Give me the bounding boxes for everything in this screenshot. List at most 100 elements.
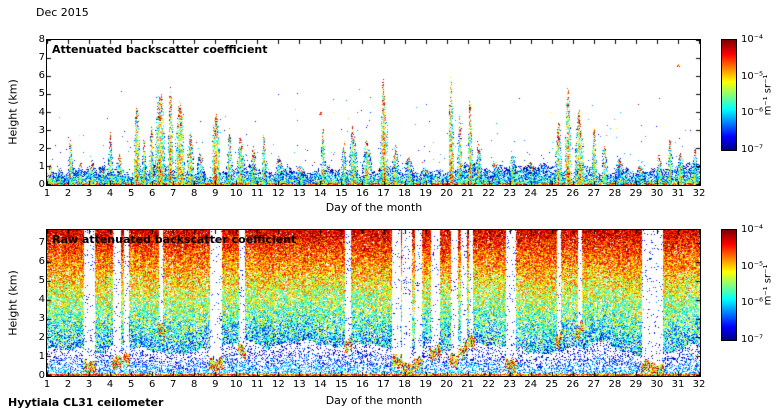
top-x-tick-label: 26: [566, 188, 580, 199]
top-colorbar: [721, 39, 737, 151]
top-x-tick-label: 17: [377, 188, 390, 199]
top-x-tick-label: 19: [419, 188, 432, 199]
top-yaxis-label: Height (km): [6, 79, 20, 145]
top-colorbar-unit-label: m⁻¹ sr⁻¹: [762, 74, 774, 116]
top-panel-title: Attenuated backscatter coefficient: [52, 43, 268, 56]
top-heatmap-canvas: [47, 40, 700, 185]
top-y-tick-label: 0: [38, 179, 45, 190]
top-y-tick-label: 7: [38, 52, 45, 64]
top-y-tick-label: 6: [38, 70, 45, 82]
top-x-tick-label: 12: [271, 188, 285, 199]
top-x-tick-label: 3: [85, 188, 93, 199]
bottom-x-tick-label: 27: [587, 379, 601, 390]
bottom-colorbar-unit-label: m⁻¹ sr⁻¹: [762, 264, 774, 306]
bottom-x-tick-label: 12: [271, 379, 285, 390]
bottom-colorbar-tick-label: 10⁻⁶: [741, 297, 764, 309]
top-x-tick-label: 24: [524, 188, 538, 199]
instrument-label: Hyytiala CL31 ceilometer: [8, 396, 164, 409]
top-x-tick-label: 1: [43, 188, 51, 199]
bottom-colorbar-tick-label: 10⁻⁴: [741, 224, 764, 235]
bottom-y-tick-label: 3: [38, 313, 45, 325]
top-x-tick-label: 7: [170, 188, 177, 199]
top-y-tick-label: 4: [38, 106, 45, 118]
bottom-x-tick-label: 26: [566, 379, 580, 390]
bottom-y-tick-label: 5: [38, 275, 45, 287]
top-x-tick-label: 5: [127, 188, 135, 199]
top-panel: Attenuated backscatter coefficient: [46, 39, 701, 186]
top-y-tick-label: 5: [38, 88, 45, 100]
top-colorbar-tick-label: 10⁻⁵: [741, 70, 764, 82]
top-y-tick-label: 2: [38, 142, 45, 154]
top-x-tick-label: 6: [148, 188, 156, 199]
bottom-x-tick-label: 3: [85, 379, 93, 390]
bottom-x-tick-label: 23: [503, 379, 517, 390]
top-x-tick-label: 11: [250, 188, 264, 199]
bottom-x-tick-label: 32: [692, 379, 706, 390]
top-x-tick-label: 4: [106, 188, 114, 199]
top-x-tick-label: 13: [293, 188, 306, 199]
bottom-x-tick-label: 1: [43, 379, 51, 390]
top-x-tick-label: 18: [398, 188, 411, 199]
top-x-tick-label: 22: [482, 188, 496, 199]
bottom-x-tick-label: 22: [482, 379, 496, 390]
bottom-y-tick-label: 7: [38, 237, 45, 249]
figure-title: Dec 2015: [36, 6, 89, 19]
bottom-x-tick-label: 4: [106, 379, 114, 390]
top-x-tick-label: 9: [212, 188, 219, 199]
top-xaxis-label: Day of the month: [325, 201, 423, 214]
bottom-x-tick-label: 28: [608, 379, 622, 390]
top-y-tick-label: 1: [38, 160, 45, 172]
top-x-tick-label: 2: [64, 188, 72, 199]
bottom-colorbar-tick-label: 10⁻⁷: [741, 334, 764, 345]
bottom-yaxis-label: Height (km): [6, 270, 20, 336]
top-colorbar-tick-label: 10⁻⁴: [741, 34, 764, 45]
bottom-panel: Raw attenuated backscatter coefficient: [46, 229, 701, 377]
bottom-x-tick-label: 30: [650, 379, 664, 390]
top-x-tick-label: 10: [229, 188, 243, 199]
bottom-x-tick-label: 10: [229, 379, 243, 390]
top-x-tick-label: 28: [608, 188, 622, 199]
bottom-x-tick-label: 11: [250, 379, 264, 390]
bottom-x-tick-label: 20: [440, 379, 453, 390]
top-x-tick-label: 25: [545, 188, 559, 199]
bottom-x-tick-label: 6: [148, 379, 156, 390]
top-x-tick-label: 29: [629, 188, 643, 199]
top-x-tick-label: 15: [335, 188, 348, 199]
bottom-y-tick-label: 2: [38, 332, 45, 344]
bottom-x-tick-label: 13: [293, 379, 306, 390]
top-x-tick-label: 31: [671, 188, 685, 199]
bottom-x-tick-label: 8: [191, 379, 198, 390]
top-x-tick-label: 32: [692, 188, 706, 199]
top-x-tick-label: 20: [440, 188, 453, 199]
bottom-x-tick-label: 25: [545, 379, 559, 390]
top-y-tick-label: 3: [38, 124, 45, 136]
top-colorbar-gradient: [722, 40, 736, 150]
bottom-heatmap-canvas: [47, 230, 700, 376]
top-colorbar-tick-label: 10⁻⁶: [741, 107, 764, 119]
top-x-tick-label: 21: [461, 188, 474, 199]
bottom-colorbar: [721, 229, 737, 341]
bottom-x-tick-label: 19: [419, 379, 432, 390]
top-x-tick-label: 27: [587, 188, 601, 199]
bottom-x-tick-label: 14: [314, 379, 327, 390]
bottom-x-tick-label: 5: [127, 379, 135, 390]
bottom-x-tick-label: 17: [377, 379, 390, 390]
bottom-x-tick-label: 9: [212, 379, 219, 390]
bottom-colorbar-tick-label: 10⁻⁵: [741, 260, 764, 272]
top-x-tick-label: 23: [503, 188, 517, 199]
bottom-x-tick-label: 18: [398, 379, 411, 390]
top-x-tick-label: 14: [314, 188, 327, 199]
bottom-x-tick-label: 16: [356, 379, 369, 390]
top-x-tick-label: 8: [191, 188, 198, 199]
top-colorbar-tick-label: 10⁻⁷: [741, 144, 764, 155]
top-x-tick-label: 16: [356, 188, 369, 199]
bottom-x-tick-label: 7: [170, 379, 177, 390]
bottom-x-tick-label: 15: [335, 379, 348, 390]
bottom-x-tick-label: 31: [671, 379, 685, 390]
bottom-x-tick-label: 21: [461, 379, 474, 390]
bottom-y-tick-label: 1: [38, 351, 45, 363]
bottom-y-tick-label: 4: [38, 294, 45, 306]
bottom-panel-title: Raw attenuated backscatter coefficient: [52, 233, 297, 246]
bottom-xaxis-label: Day of the month: [325, 394, 423, 407]
